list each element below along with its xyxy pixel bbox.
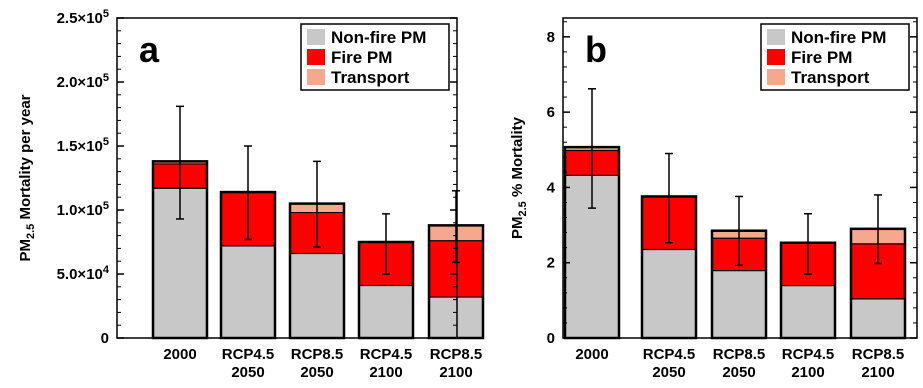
x-tick-label-line2: 2050 [231,364,264,381]
legend-label: Non-fire PM [331,28,426,47]
legend-swatch [307,69,325,85]
bar-segment [359,285,413,338]
x-tick-label-line2: 2100 [439,364,472,381]
legend-label: Fire PM [791,48,852,67]
y-tick-label: 0 [101,330,109,347]
bar-segment [429,297,483,338]
y-tick-label: 1.0×105 [57,200,109,219]
bar-segment [221,245,275,338]
legend-swatch [307,29,325,45]
legend-swatch [767,69,785,85]
x-tick-label-line2: 2100 [861,364,894,381]
legend-swatch [307,49,325,65]
x-tick-label: RCP4.5 [643,346,696,363]
x-tick-label: RCP8.5 [852,346,905,363]
bar-segment [781,285,835,338]
x-tick-label: 2000 [575,346,608,363]
chart-panel-b: 2000 RCP4.52050RCP8.52050RCP4.52100RCP8.5… [509,17,918,381]
x-tick-label-line2: 2100 [369,364,402,381]
x-tick-label-line2: 2050 [652,364,685,381]
x-tick-label: RCP8.5 [291,346,344,363]
y-axis-label: PM2.5 % Mortality [509,116,529,239]
legend-swatch [767,49,785,65]
legend-label: Fire PM [331,48,392,67]
x-tick-label-line2: 2050 [722,364,755,381]
y-tick-label: 4 [547,179,556,196]
y-tick-label: 6 [547,104,555,121]
panel-letter: a [139,29,160,70]
legend-label: Non-fire PM [791,28,886,47]
y-tick-label: 5.0×104 [57,264,110,283]
x-tick-label: RCP8.5 [430,346,483,363]
y-axis-label: PM2.5 Mortality per year [17,94,37,261]
bar-segment [851,298,905,338]
panel-letter: b [585,29,607,70]
legend-label: Transport [791,68,870,87]
y-tick-label: 2 [547,255,555,272]
x-tick-label: RCP8.5 [713,346,766,363]
x-tick-label: RCP4.5 [360,346,413,363]
x-tick-label-line2: 2100 [791,364,824,381]
y-tick-label: 2.5×105 [57,8,109,27]
x-tick-label: RCP4.5 [222,346,275,363]
legend-swatch [767,29,785,45]
bar-segment [290,253,344,338]
plot-frame [116,17,458,339]
legend-box [300,23,450,91]
chart-panel-a: 2000 RCP4.52050RCP8.52050RCP4.52100RCP8.5… [17,8,485,381]
bar-segment [642,249,696,338]
y-tick-label: 2.0×105 [57,72,109,91]
x-tick-label: 2000 [163,346,196,363]
legend-label: Transport [331,68,410,87]
plot-frame [562,17,918,339]
x-tick-label-line2: 2050 [300,364,333,381]
y-tick-label: 0 [547,330,555,347]
y-tick-label: 1.5×105 [57,136,109,155]
bar-segment [712,270,766,338]
x-tick-label: RCP4.5 [782,346,835,363]
y-tick-label: 8 [547,29,555,46]
legend-box [760,23,910,91]
